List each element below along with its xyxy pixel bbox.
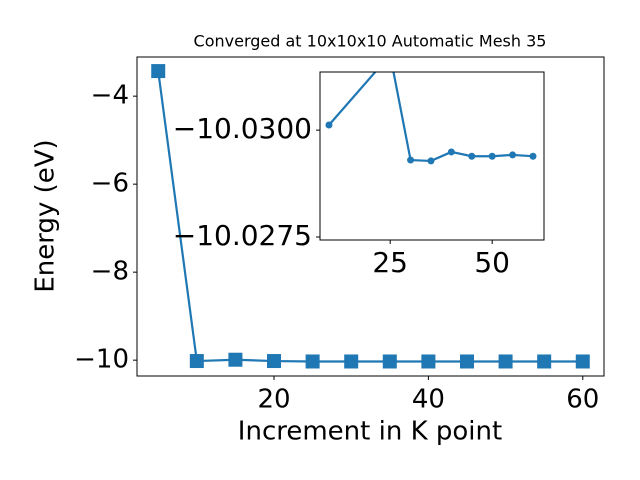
marker <box>407 156 415 164</box>
axes-frame <box>319 71 545 241</box>
axes-frame <box>136 56 605 377</box>
y-axis-label: Energy (eV) <box>31 139 61 292</box>
y-tick-label: −4 <box>91 81 129 111</box>
marker <box>151 64 166 79</box>
marker <box>427 157 435 165</box>
x-tick-label: 50 <box>474 246 510 279</box>
marker <box>537 354 552 369</box>
marker <box>344 354 359 369</box>
marker <box>498 354 513 369</box>
marker <box>305 354 320 369</box>
x-tick-label: 40 <box>412 385 445 415</box>
y-tick-label: −6 <box>91 169 129 199</box>
marker <box>267 354 282 369</box>
marker <box>421 354 436 369</box>
marker <box>382 354 397 369</box>
plot-area <box>325 72 537 165</box>
y-tick-label: −10 <box>74 345 129 375</box>
x-axis-label: Increment in K point <box>238 417 502 447</box>
plot-area <box>151 64 590 369</box>
marker <box>447 148 455 156</box>
marker <box>468 152 476 160</box>
marker <box>488 152 496 160</box>
x-tick-label: 60 <box>566 385 599 415</box>
y-tick-label: −8 <box>91 257 129 287</box>
y-tick-label: −10.0275 <box>173 219 312 252</box>
y-tick-label: −10.0300 <box>173 112 312 145</box>
marker <box>459 354 474 369</box>
marker <box>189 354 204 369</box>
marker <box>228 352 243 367</box>
marker <box>575 354 590 369</box>
x-tick-label: 25 <box>372 246 408 279</box>
x-tick-label: 20 <box>257 385 290 415</box>
chart-title: Converged at 10x10x10 Automatic Mesh 35 <box>194 32 547 51</box>
marker <box>509 151 517 159</box>
marker <box>529 152 537 160</box>
marker <box>325 121 333 129</box>
